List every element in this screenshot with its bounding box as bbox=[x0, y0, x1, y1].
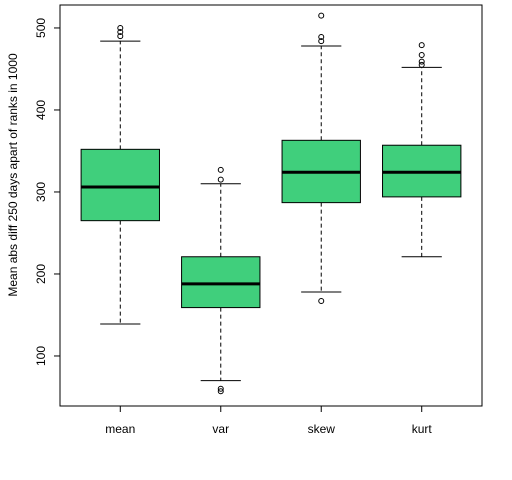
y-tick-label: 100 bbox=[34, 346, 48, 366]
y-tick-label: 200 bbox=[34, 264, 48, 284]
outlier bbox=[318, 298, 325, 305]
x-tick-label: mean bbox=[105, 422, 135, 436]
outlier bbox=[217, 385, 224, 392]
y-tick-label: 500 bbox=[34, 18, 48, 38]
outlier bbox=[418, 61, 425, 68]
y-tick-label: 300 bbox=[34, 182, 48, 202]
y-tick-label: 400 bbox=[34, 100, 48, 120]
outlier bbox=[117, 33, 124, 40]
outlier bbox=[117, 24, 124, 31]
outlier bbox=[217, 166, 224, 173]
plot-frame bbox=[59, 4, 483, 407]
outlier bbox=[117, 29, 124, 36]
outlier bbox=[318, 33, 325, 40]
outlier bbox=[418, 52, 425, 59]
outlier bbox=[418, 58, 425, 65]
outlier bbox=[418, 42, 425, 49]
x-tick-label: skew bbox=[308, 422, 336, 436]
outlier bbox=[318, 38, 325, 45]
outlier bbox=[217, 176, 224, 183]
box bbox=[80, 148, 160, 222]
x-tick-label: kurt bbox=[412, 422, 433, 436]
box bbox=[181, 256, 261, 309]
y-axis-label: Mean abs diff 250 days apart of ranks in… bbox=[6, 53, 20, 297]
outlier bbox=[318, 12, 325, 19]
outlier bbox=[217, 388, 224, 395]
x-tick-label: var bbox=[212, 422, 229, 436]
